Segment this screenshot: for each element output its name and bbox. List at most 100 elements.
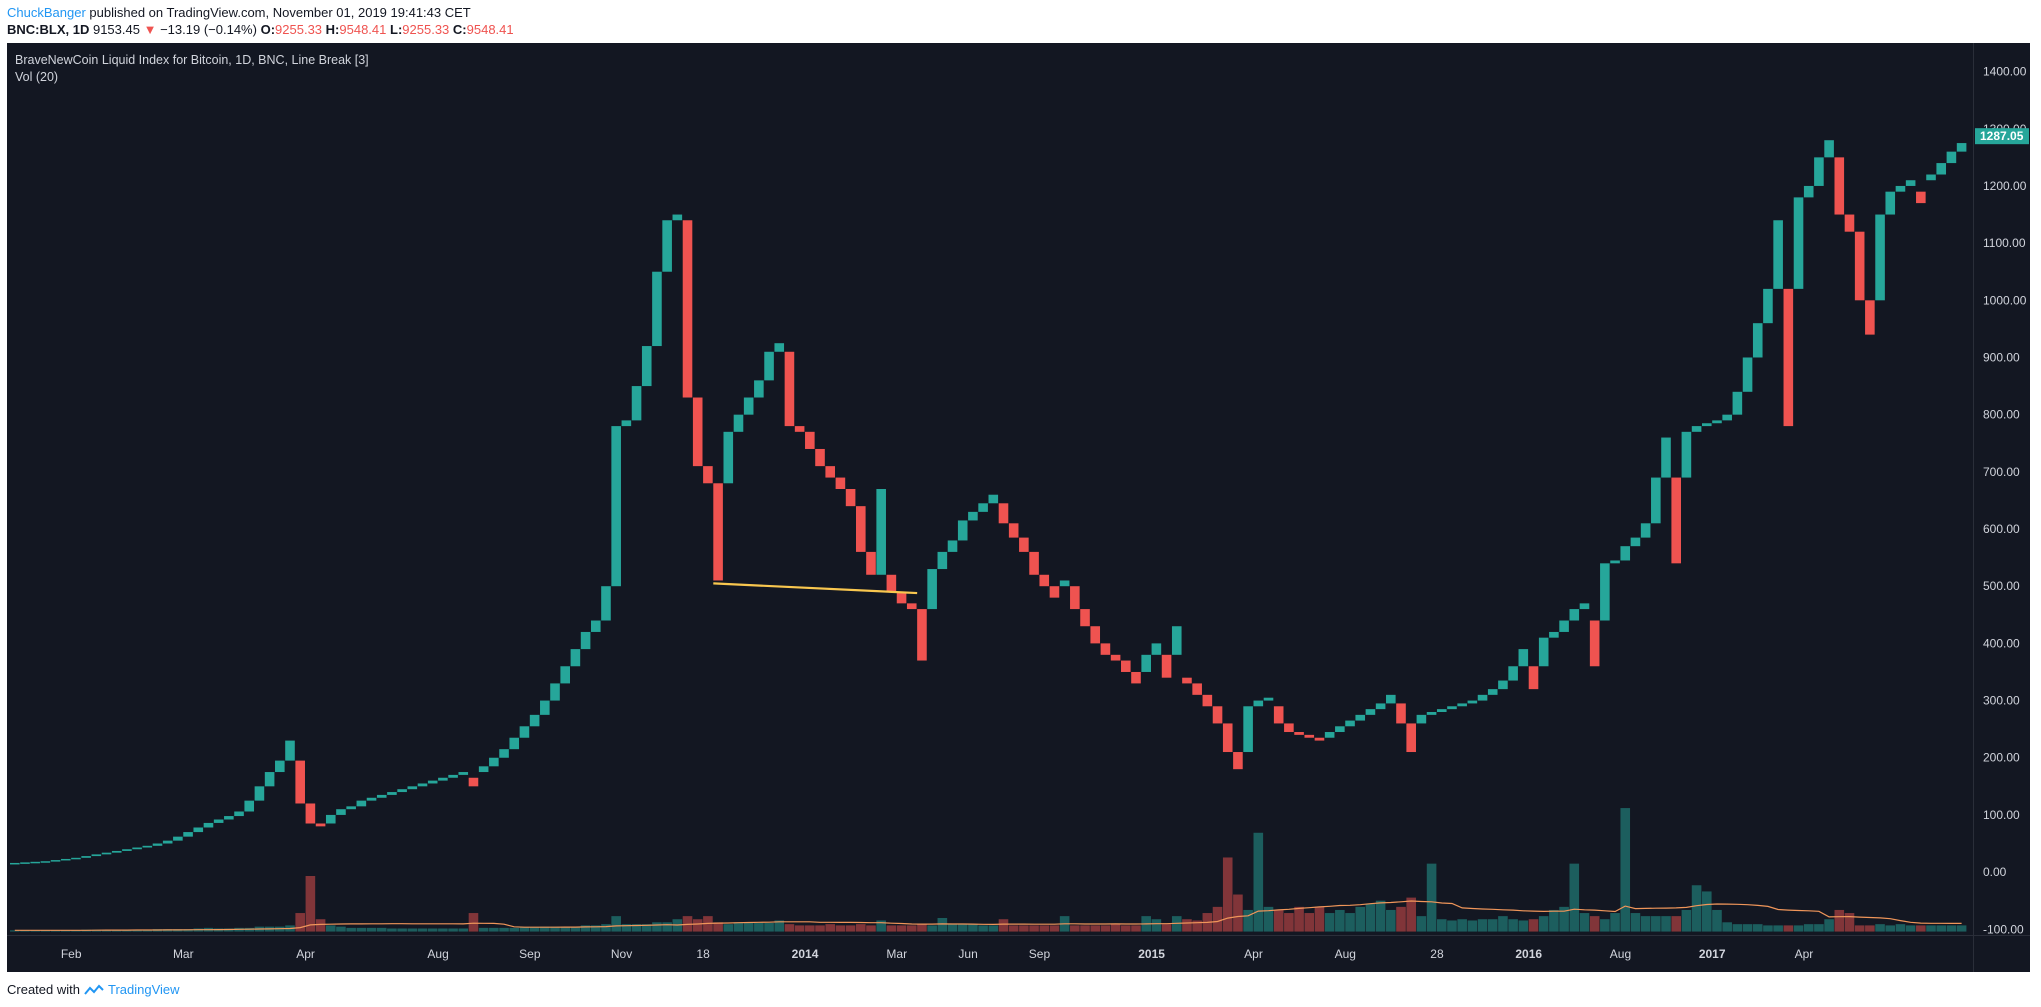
up-brick bbox=[275, 760, 285, 773]
low-label: L: bbox=[390, 22, 403, 37]
volume-bar bbox=[570, 926, 581, 932]
y-tick-label: 1100.00 bbox=[1983, 236, 2026, 250]
down-brick bbox=[1110, 654, 1121, 661]
up-brick bbox=[631, 386, 642, 421]
volume-bar bbox=[468, 913, 479, 932]
y-tick-label: 1000.00 bbox=[1983, 293, 2027, 307]
up-brick bbox=[1732, 391, 1743, 415]
volume-bar bbox=[988, 925, 999, 932]
up-brick bbox=[1661, 437, 1671, 478]
chart-pane[interactable]: 1400.001300.001200.001100.001000.00900.0… bbox=[7, 43, 2030, 972]
volume-bar bbox=[20, 930, 30, 932]
up-brick bbox=[193, 827, 204, 833]
volume-bar bbox=[1386, 909, 1396, 932]
volume-bar bbox=[1681, 909, 1692, 932]
down-brick bbox=[866, 551, 876, 575]
volume-bar bbox=[590, 925, 601, 932]
volume-bar bbox=[448, 928, 458, 932]
tradingview-brand[interactable]: TradingView bbox=[107, 982, 180, 997]
down-brick bbox=[315, 823, 326, 827]
up-brick bbox=[1375, 703, 1386, 710]
up-brick bbox=[723, 431, 734, 484]
volume-bar bbox=[733, 922, 744, 932]
volume-bar bbox=[1651, 916, 1661, 932]
down-brick bbox=[784, 351, 795, 427]
down-brick bbox=[1314, 737, 1325, 741]
volume-bar bbox=[1396, 906, 1406, 932]
volume-bar bbox=[1019, 925, 1029, 932]
up-brick bbox=[264, 772, 275, 787]
volume-bar bbox=[825, 924, 836, 932]
volume-bar bbox=[1712, 909, 1722, 932]
volume-bar bbox=[784, 924, 795, 932]
volume-bar bbox=[509, 927, 520, 932]
volume-bar bbox=[580, 925, 591, 932]
volume-bar bbox=[652, 922, 662, 932]
up-brick bbox=[1416, 714, 1427, 724]
volume-bar bbox=[1243, 909, 1253, 932]
up-brick bbox=[1559, 620, 1569, 632]
up-brick bbox=[529, 714, 540, 727]
down-brick bbox=[468, 777, 479, 787]
volume-bar bbox=[132, 929, 142, 932]
up-brick bbox=[621, 420, 632, 427]
volume-bar bbox=[1854, 925, 1865, 932]
down-brick bbox=[1182, 677, 1192, 684]
up-brick bbox=[71, 857, 81, 860]
up-brick bbox=[1926, 174, 1936, 181]
open-value: 9255.33 bbox=[275, 22, 323, 37]
up-brick bbox=[183, 832, 193, 837]
volume-bar bbox=[1783, 925, 1794, 932]
down-brick bbox=[855, 506, 866, 552]
volume-bar bbox=[458, 928, 469, 932]
y-tick-label: 400.00 bbox=[1983, 636, 2020, 650]
volume-bar bbox=[1131, 925, 1141, 932]
volume-bar bbox=[356, 927, 367, 932]
up-brick bbox=[60, 858, 71, 861]
volume-bar bbox=[1508, 919, 1518, 932]
down-brick bbox=[1406, 723, 1416, 753]
volume-bar bbox=[896, 925, 907, 932]
volume-bar bbox=[1732, 924, 1743, 932]
volume-bar bbox=[1263, 906, 1274, 932]
author-link[interactable]: ChuckBanger bbox=[7, 5, 86, 20]
down-brick bbox=[295, 760, 305, 804]
up-brick bbox=[1885, 191, 1896, 215]
volume-bar bbox=[540, 926, 550, 932]
up-brick bbox=[1151, 643, 1162, 655]
volume-bar bbox=[1895, 924, 1906, 932]
chart-canvas[interactable]: 1400.001300.001200.001100.001000.00900.0… bbox=[7, 43, 2030, 972]
up-brick bbox=[1436, 709, 1447, 712]
symbol-name: BNC:BLX, 1D bbox=[7, 22, 90, 37]
y-tick-label: 100.00 bbox=[1983, 808, 2020, 822]
volume-bar bbox=[1701, 891, 1712, 932]
up-brick bbox=[1141, 654, 1151, 672]
volume-bar bbox=[1671, 916, 1682, 932]
volume-bar bbox=[10, 930, 20, 932]
volume-bar bbox=[1080, 925, 1090, 932]
volume-bar bbox=[1375, 900, 1386, 932]
up-brick bbox=[407, 786, 418, 790]
down-brick bbox=[692, 397, 703, 467]
volume-bar bbox=[376, 927, 387, 932]
up-brick bbox=[764, 351, 774, 381]
volume-bar bbox=[1630, 913, 1641, 932]
volume-bar bbox=[295, 913, 305, 932]
up-brick bbox=[601, 586, 611, 621]
volume-bar bbox=[611, 916, 621, 932]
up-brick bbox=[1253, 700, 1264, 707]
x-tick-label: Mar bbox=[173, 947, 194, 961]
volume-bar bbox=[906, 925, 917, 932]
volume-bar bbox=[957, 924, 968, 932]
volume-bar bbox=[855, 924, 866, 932]
volume-bar bbox=[1691, 885, 1702, 932]
volume-bar bbox=[1151, 919, 1162, 932]
volume-bar bbox=[866, 925, 876, 932]
up-brick bbox=[1426, 712, 1437, 715]
y-tick-label: 700.00 bbox=[1983, 465, 2020, 479]
up-brick bbox=[733, 414, 744, 432]
up-brick bbox=[1345, 720, 1355, 727]
y-tick-label: 1400.00 bbox=[1983, 65, 2027, 79]
volume-bar bbox=[1905, 925, 1916, 932]
up-brick bbox=[1171, 626, 1182, 655]
